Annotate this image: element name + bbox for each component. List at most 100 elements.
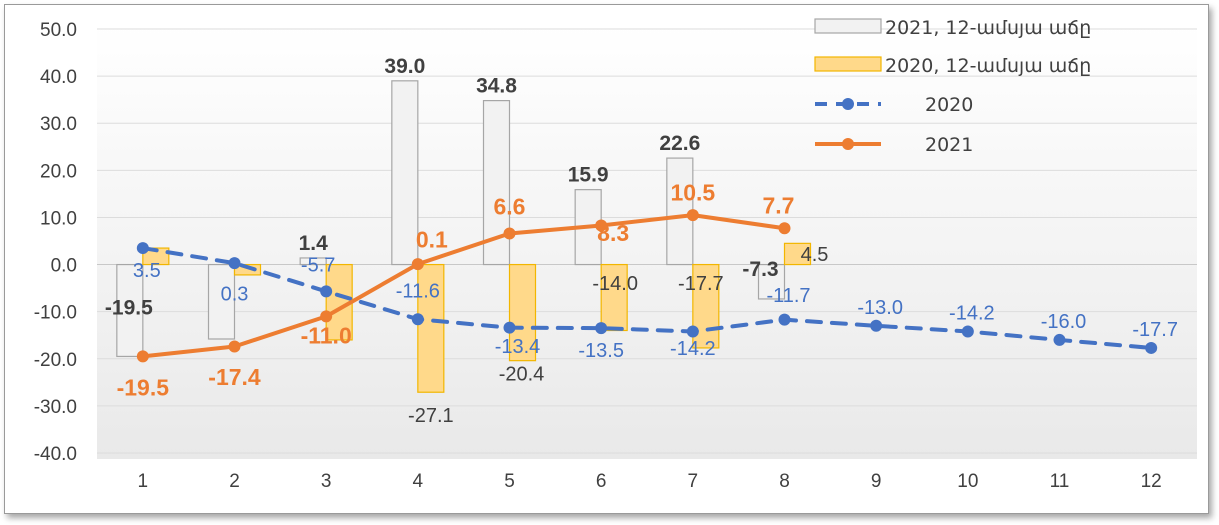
y-tick-label: 40.0 [40,67,77,88]
legend-swatch-2020-growth [814,56,882,72]
line-2021 [140,213,787,359]
data-label: -11.6 [396,281,440,303]
point-2020 [1145,341,1158,354]
point-2020 [686,325,699,338]
x-tick-label: 7 [688,471,699,492]
y-tick-label: -30.0 [34,397,77,418]
point-2021 [228,340,241,353]
bar-2021 [207,263,236,340]
data-label: 22.6 [659,132,700,155]
data-labels: -19.5 1.4 39.0 34.8 15.9 22.6 -7.3 -27.1 -20.4 -1… [105,55,1178,427]
data-label: -14.0 [592,273,638,295]
plot-area [97,23,1197,459]
bar-2021 [757,263,786,300]
point-2020 [136,242,149,255]
data-label: -11.0 [301,323,352,349]
y-tick-label: 30.0 [40,114,77,135]
point-2020 [1053,333,1066,346]
data-label: -17.7 [1132,319,1178,341]
x-axis: 1 2 3 4 5 6 7 8 9 10 11 12 [138,471,1162,492]
point-2021 [778,222,791,235]
legend-swatch-2021-growth [814,18,882,34]
point-2020 [870,319,883,332]
y-tick-label: 0.0 [51,256,77,277]
data-label: -27.1 [408,405,454,427]
chart-frame: 50.0 40.0 30.0 20.0 10.0 0.0 -10.0 -20.0 -30.0 -4… [4,4,1209,514]
y-tick-label: 10.0 [40,208,77,229]
x-tick-label: 11 [1050,471,1070,492]
lines [136,209,1158,363]
data-label: 10.5 [670,179,715,205]
bar-2021 [116,263,144,358]
bar-2020 [600,263,628,332]
data-label: 3.5 [133,260,161,282]
data-label: 39.0 [384,55,425,78]
y-tick-label: -40.0 [34,444,77,465]
y-tick-label: 20.0 [40,161,77,182]
point-2021 [320,310,333,323]
x-tick-label: 8 [779,471,790,492]
x-tick-label: 2 [229,471,240,492]
legend-marker-2020 [842,98,854,110]
point-2020 [961,325,974,338]
data-label: 1.4 [299,232,329,255]
data-label: -19.5 [105,296,153,319]
point-2021 [686,209,699,222]
point-2020 [411,313,424,326]
data-label: 6.6 [494,194,526,220]
data-label: -13.5 [578,340,624,362]
x-tick-label: 1 [138,471,149,492]
data-label: 0.1 [416,227,448,253]
x-tick-label: 6 [596,471,607,492]
point-2020 [228,257,241,270]
legend-label: 2020 [925,94,973,116]
data-label: -14.2 [949,302,995,324]
bar-2020 [783,242,812,266]
y-tick-label: -10.0 [34,303,77,324]
point-2021 [503,227,516,240]
data-label: -13.4 [495,336,541,358]
legend-label: 2021, 12-ամսյա աճը [885,17,1091,39]
data-label: 15.9 [568,164,609,187]
legend: 2021, 12-ամսյա աճը 2020, 12-ամսյա աճը 2020… [814,17,1091,156]
bar-2020 [508,263,537,362]
data-label: 0.3 [221,283,249,305]
bar-2020 [142,247,170,266]
data-label: -13.0 [857,297,903,319]
y-axis: 50.0 40.0 30.0 20.0 10.0 0.0 -10.0 -20.0 -30.0 -4… [34,20,77,465]
legend-label: 2020, 12-ամսյա աճը [885,55,1091,77]
bar-2020 [233,263,262,276]
data-label: 34.8 [476,75,517,98]
data-label: -19.5 [117,375,170,401]
legend-label: 2021 [925,134,973,156]
data-label: -20.4 [499,363,545,385]
x-tick-label: 3 [321,471,332,492]
gridlines [97,28,1197,454]
data-label: -17.7 [678,273,724,295]
data-label: -11.7 [766,285,810,307]
point-2021 [136,350,149,363]
bar-2020 [417,263,445,393]
data-label: -17.4 [208,364,261,390]
x-tick-label: 12 [1141,471,1162,492]
data-label: 8.3 [597,220,629,246]
data-label: -14.2 [670,338,716,360]
line-2020 [140,246,1154,350]
data-label: -5.7 [301,255,335,277]
point-2021 [411,258,424,271]
data-label: -16.0 [1041,311,1087,333]
y-tick-label: 50.0 [40,20,77,41]
data-label: -7.3 [742,258,778,281]
point-2021 [595,219,608,232]
point-2020 [595,322,608,335]
bar-2021 [391,80,419,266]
point-2020 [778,313,791,326]
chart: 50.0 40.0 30.0 20.0 10.0 0.0 -10.0 -20.0 -30.0 -4… [34,17,1197,492]
bar-2021 [299,257,327,266]
point-2020 [503,321,516,334]
data-label: 7.7 [763,193,795,219]
point-2020 [320,285,333,298]
x-tick-label: 9 [871,471,882,492]
legend-marker-2021 [842,138,854,150]
x-tick-label: 4 [413,471,424,492]
